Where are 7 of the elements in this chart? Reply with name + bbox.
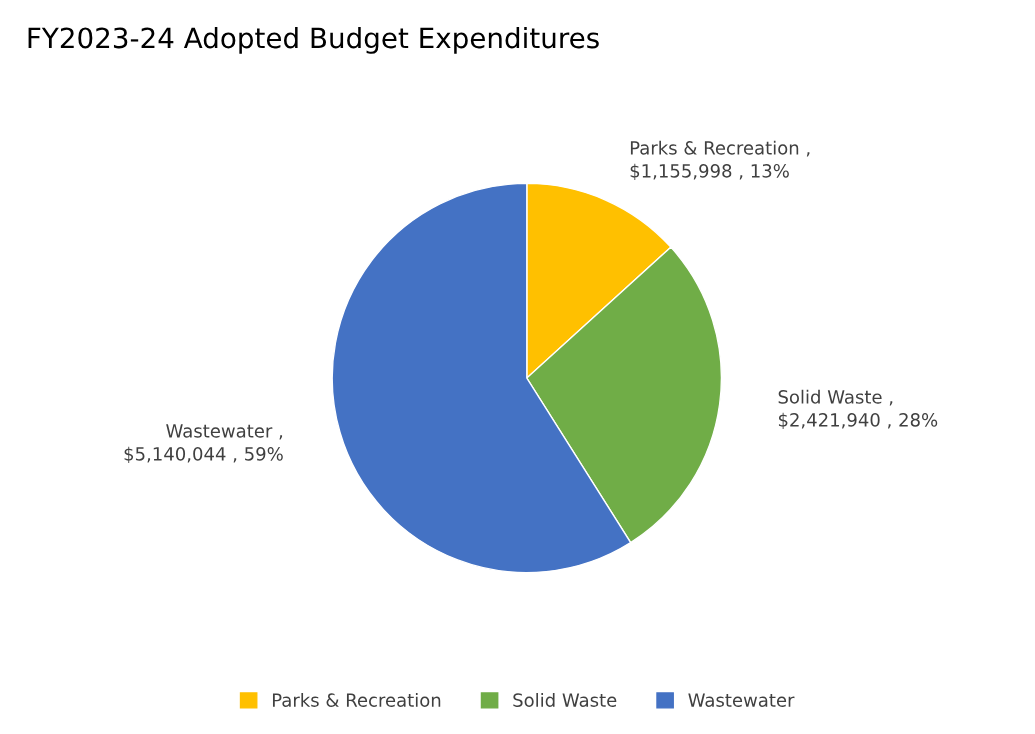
data-label: Wastewater , $5,140,044 , 59% <box>124 424 283 464</box>
legend-label: Solid Waste <box>513 692 617 707</box>
data-label: Parks & Recreation , $1,155,998 , 13% <box>630 140 810 181</box>
legend-label: Wastewater <box>688 693 795 707</box>
data-label: Solid Waste , $2,421,940 , 28% <box>778 389 938 430</box>
chart-title: FY2023-24 Adopted Budget Expenditures <box>28 26 599 54</box>
legend-label: Parks & Recreation <box>272 692 441 707</box>
